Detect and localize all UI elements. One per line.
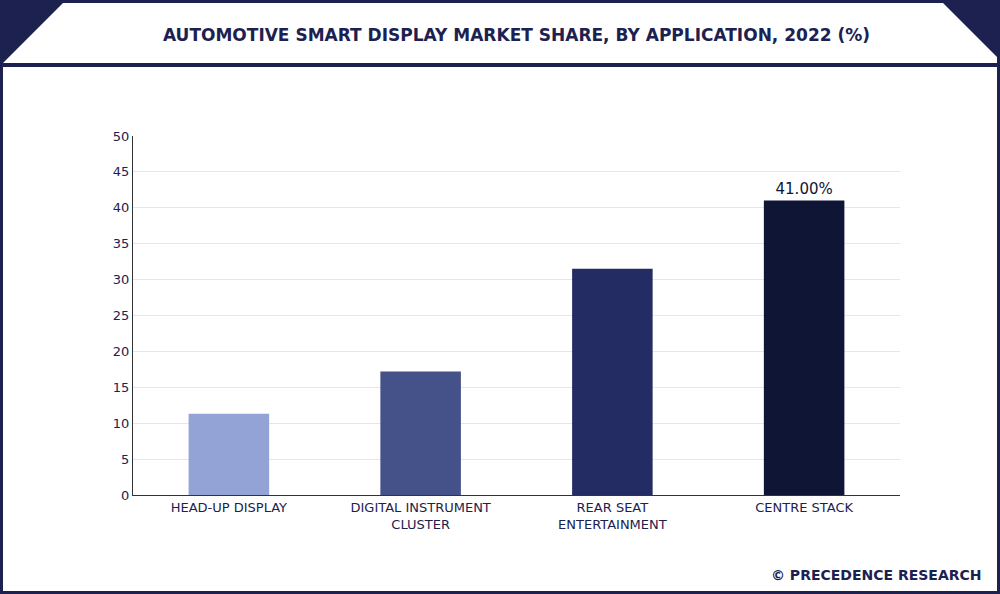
svg-text:5: 5 (121, 452, 129, 467)
svg-text:15: 15 (113, 380, 130, 395)
svg-text:0: 0 (121, 488, 129, 503)
svg-text:CENTRE STACK: CENTRE STACK (755, 500, 853, 515)
svg-text:© PRECEDENCE RESEARCH: © PRECEDENCE RESEARCH (771, 567, 982, 583)
svg-text:25: 25 (113, 308, 130, 323)
svg-text:DIGITAL INSTRUMENTCLUSTER: DIGITAL INSTRUMENTCLUSTER (350, 500, 490, 532)
svg-text:35: 35 (113, 236, 130, 251)
svg-text:AUTOMOTIVE SMART DISPLAY MARKE: AUTOMOTIVE SMART DISPLAY MARKET SHARE, B… (163, 25, 870, 45)
svg-text:45: 45 (113, 164, 130, 179)
svg-text:30: 30 (113, 272, 130, 287)
svg-text:10: 10 (113, 416, 130, 431)
svg-text:HEAD-UP DISPLAY: HEAD-UP DISPLAY (171, 500, 287, 515)
svg-text:20: 20 (113, 344, 130, 359)
svg-text:40: 40 (113, 200, 130, 215)
svg-text:41.00%: 41.00% (776, 180, 833, 198)
svg-text:REAR SEATENTERTAINMENT: REAR SEATENTERTAINMENT (558, 500, 667, 532)
svg-text:50: 50 (113, 129, 130, 144)
